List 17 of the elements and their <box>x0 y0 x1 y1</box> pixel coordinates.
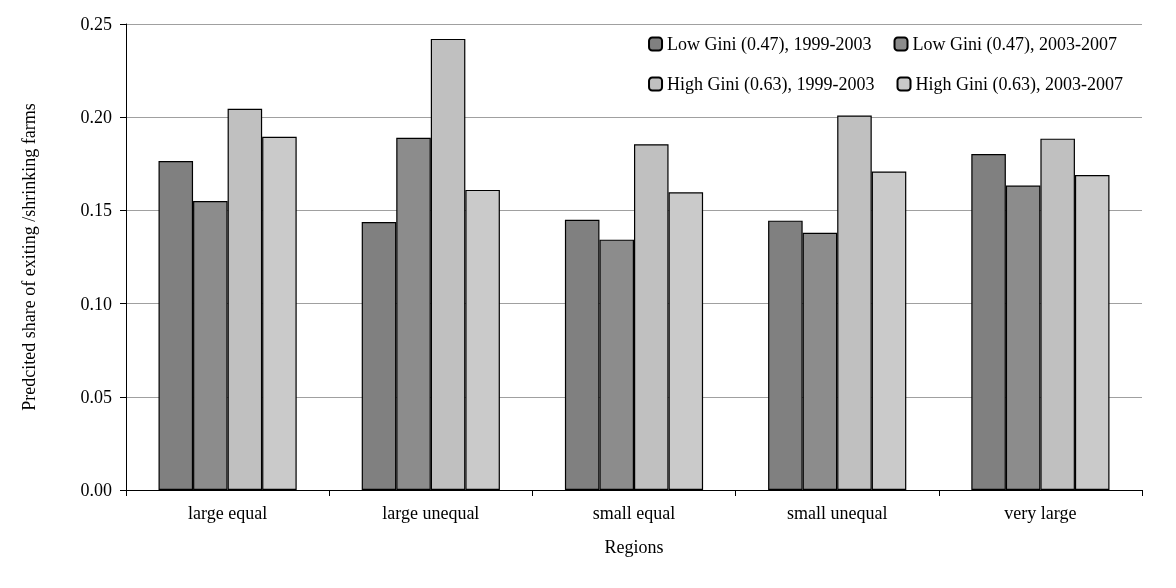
legend-label: Low Gini (0.47), 2003-2007 <box>912 34 1117 55</box>
y-axis-title: Predcited share of exiting /shrinking farms <box>19 103 39 411</box>
x-tick-label: large equal <box>188 503 268 523</box>
legend-label: High Gini (0.63), 2003-2007 <box>915 74 1123 95</box>
x-axis-title: Regions <box>604 537 664 557</box>
y-tick-label: 0.20 <box>80 107 112 128</box>
legend-label: Low Gini (0.47), 1999-2003 <box>667 34 872 55</box>
y-tick-label: 0.00 <box>80 480 112 500</box>
y-tick-label: 0.10 <box>80 293 112 314</box>
x-tick-label: small equal <box>592 503 676 523</box>
y-tick-label: 0.25 <box>80 14 112 34</box>
legend-label: High Gini (0.63), 1999-2003 <box>667 74 875 95</box>
x-tick-label: small unequal <box>786 503 888 523</box>
y-tick-label: 0.05 <box>80 386 112 407</box>
y-tick-label: 0.15 <box>80 200 112 221</box>
x-tick-label: very large <box>1004 503 1077 523</box>
x-tick-label: large unequal <box>382 503 480 523</box>
